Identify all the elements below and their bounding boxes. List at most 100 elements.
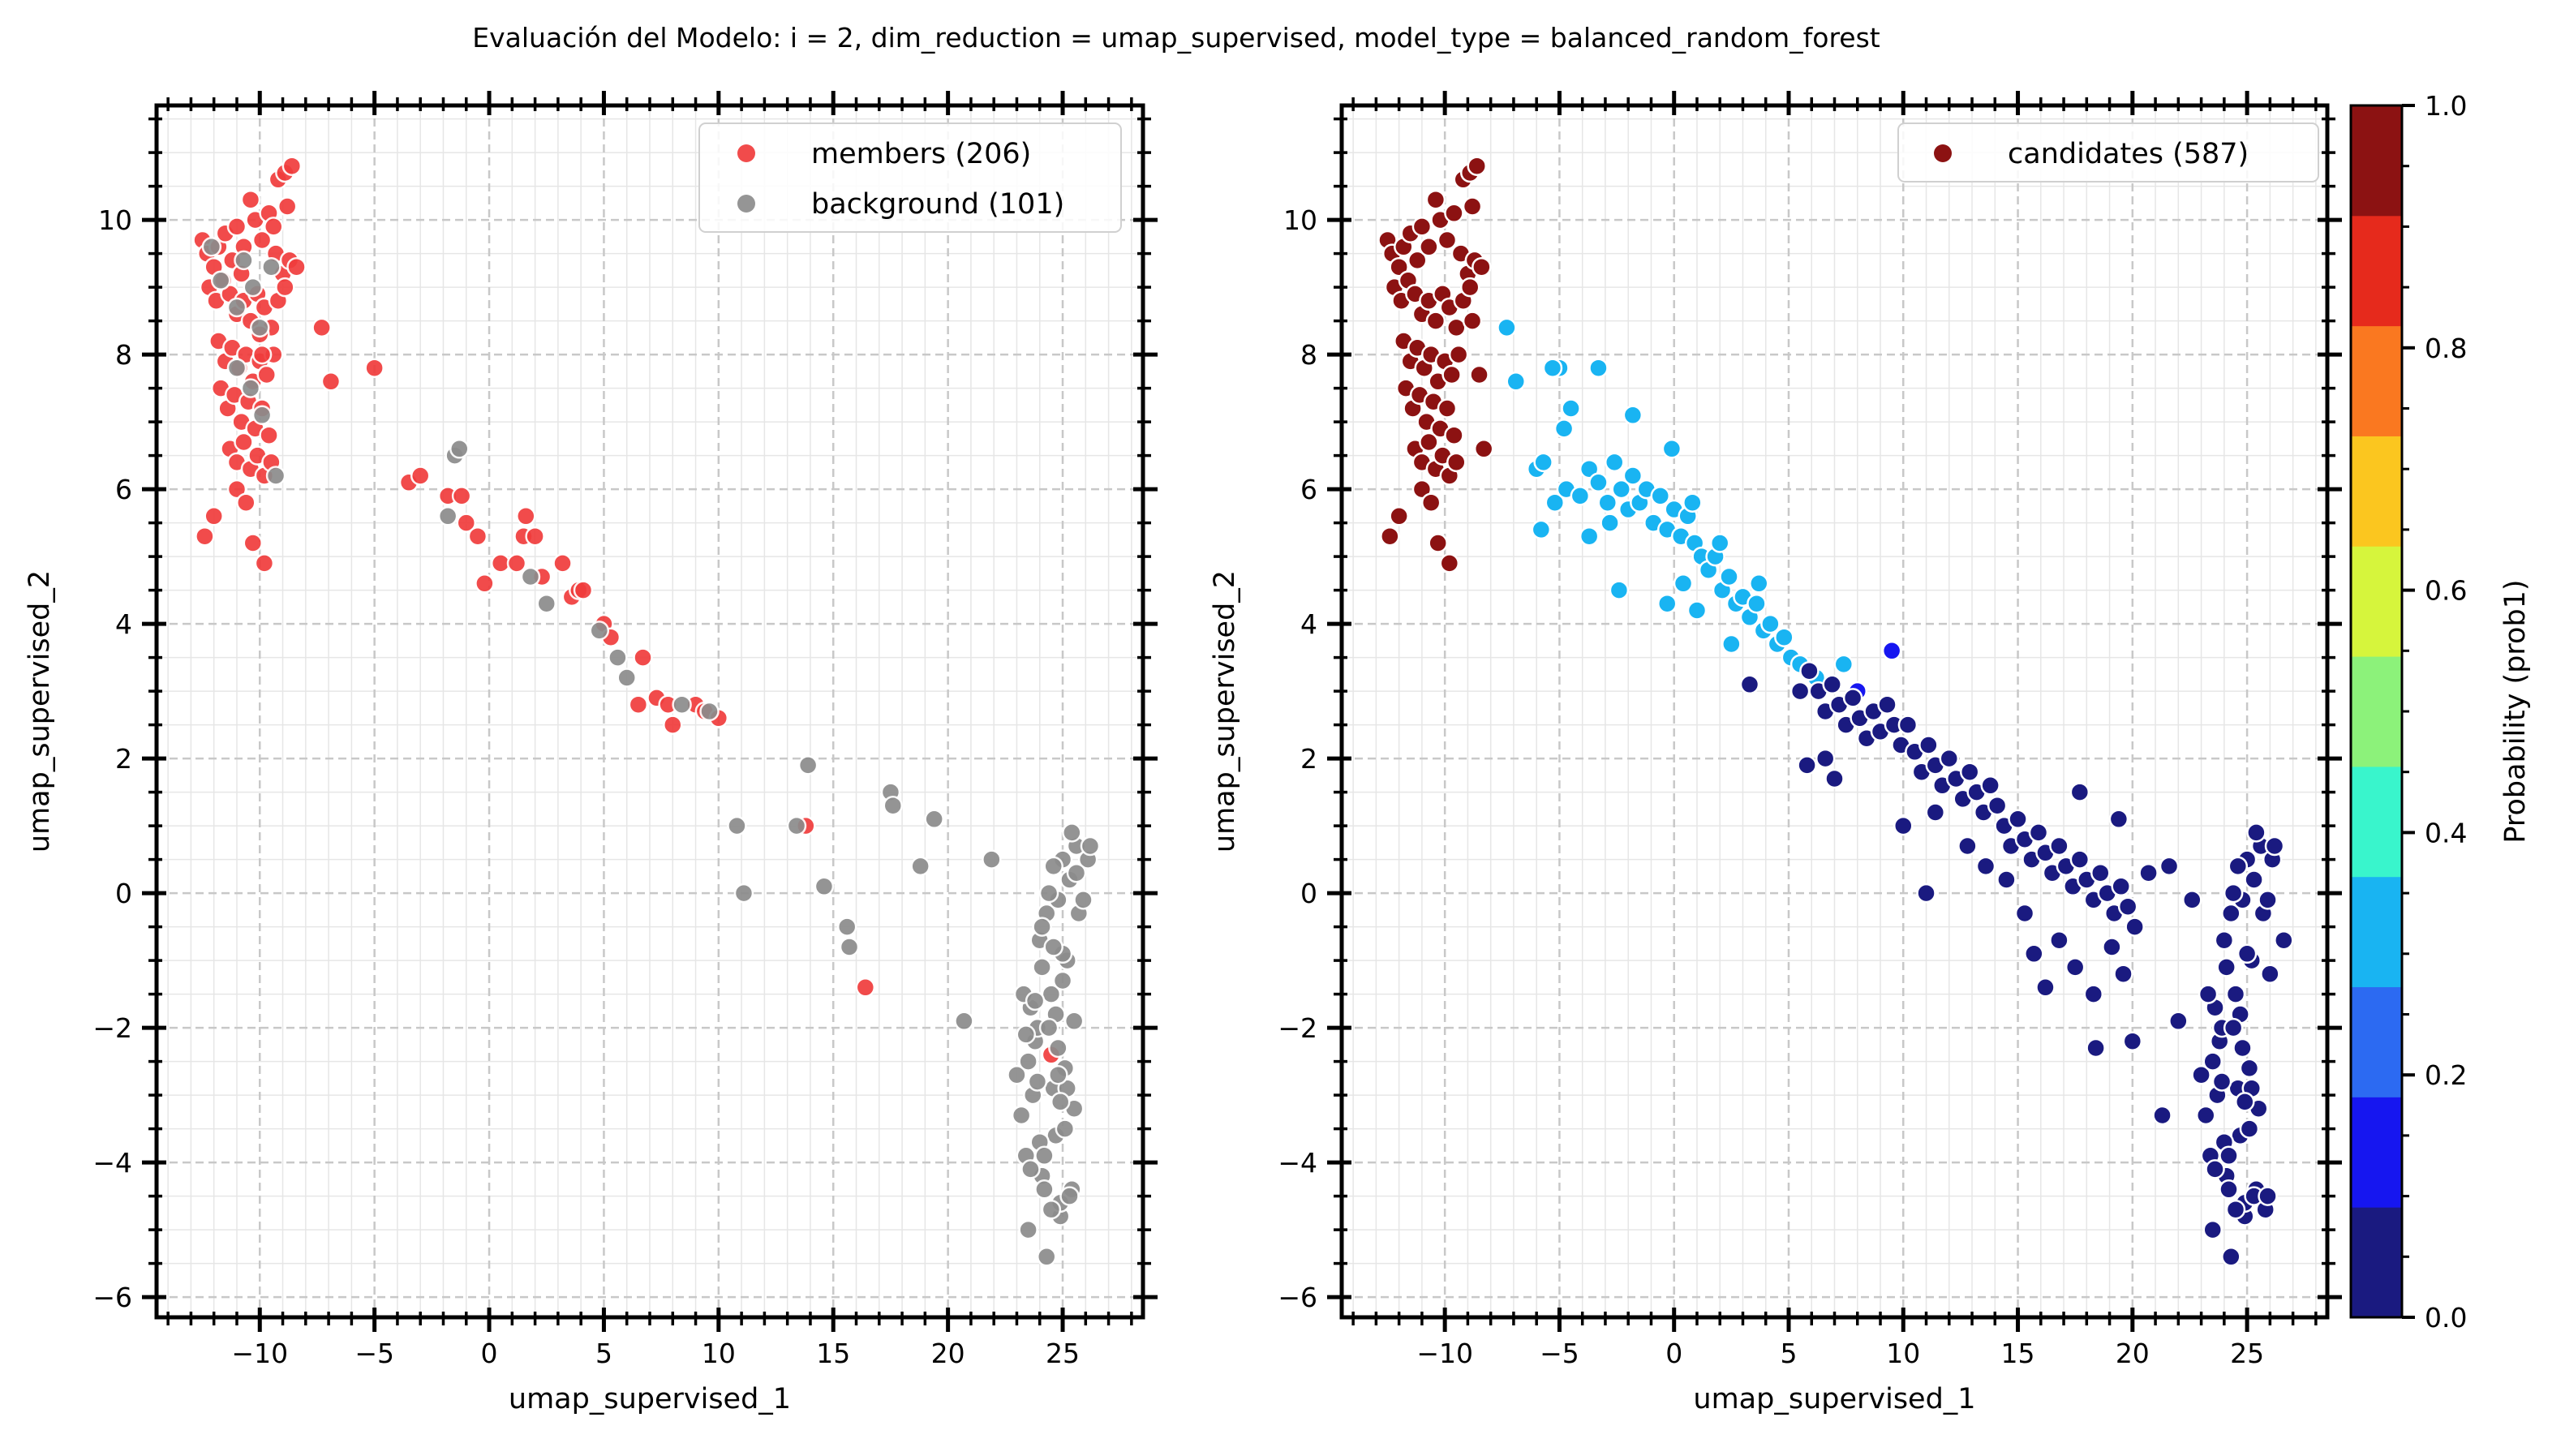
data-point <box>1441 364 1462 385</box>
legend-box <box>1897 122 2319 183</box>
data-point <box>467 526 488 547</box>
data-point <box>2152 1105 2172 1126</box>
data-point <box>2138 862 2159 883</box>
data-point <box>883 795 904 816</box>
colorbar-tick-label: 0.2 <box>2425 1059 2467 1091</box>
data-point <box>226 297 247 318</box>
y-tick-label: −2 <box>92 1012 132 1044</box>
data-point <box>855 977 876 998</box>
data-point <box>2111 876 2131 897</box>
x-tick-label: 20 <box>2116 1338 2150 1369</box>
data-point <box>2225 984 2246 1004</box>
minor-grid <box>157 105 1143 1317</box>
data-point <box>2258 890 2278 910</box>
data-point <box>516 506 536 526</box>
data-point <box>251 344 273 365</box>
data-point <box>814 876 835 897</box>
x-tick-label: −5 <box>354 1338 394 1369</box>
data-point <box>1749 573 1769 594</box>
data-point <box>1824 768 1845 789</box>
legend-label: candidates (587) <box>2008 138 2249 170</box>
data-point <box>2239 1058 2260 1079</box>
data-point <box>1542 358 1563 378</box>
x-tick-label: 15 <box>2001 1338 2035 1369</box>
x-tick-label: 15 <box>816 1338 850 1369</box>
colorbar-segment <box>2351 105 2402 217</box>
data-point <box>1815 748 1836 769</box>
data-point <box>1032 917 1052 937</box>
data-point <box>2182 890 2202 910</box>
data-point <box>2214 930 2235 951</box>
major-grid <box>157 105 1143 1317</box>
data-point <box>2064 957 2086 977</box>
data-point <box>1650 486 1671 506</box>
data-point <box>2168 1011 2189 1032</box>
data-point <box>1407 250 1428 271</box>
data-point <box>2219 1179 2239 1200</box>
data-point <box>251 230 273 251</box>
data-point <box>1996 870 2017 890</box>
data-point <box>1048 1064 1068 1085</box>
legend: candidates (587) <box>1897 122 2319 183</box>
y-tick-label: −4 <box>92 1147 132 1179</box>
data-point <box>1980 775 2000 796</box>
legend-marker <box>1934 144 1952 162</box>
data-point <box>1789 681 1811 702</box>
data-point <box>1579 458 1600 479</box>
data-points <box>192 156 1101 1267</box>
data-point <box>254 553 275 573</box>
colorbar-segment <box>2351 325 2402 436</box>
data-point <box>628 694 649 715</box>
colorbar-segment <box>2351 876 2402 988</box>
y-tick-label: 2 <box>115 743 132 775</box>
data-point <box>1682 492 1703 513</box>
data-point <box>1797 755 1817 775</box>
data-point <box>1611 479 1631 500</box>
data-point <box>2232 1037 2253 1059</box>
data-point <box>1437 230 1458 251</box>
probability-colorbar: 0.0 0.2 0.4 0.6 0.8 1.0 Probability (prob1) <box>2349 90 2532 1334</box>
data-point <box>552 553 573 573</box>
data-point <box>2264 835 2285 857</box>
data-point <box>1062 822 1082 843</box>
data-point <box>2202 1219 2223 1240</box>
data-point <box>1656 593 1678 614</box>
data-point <box>1027 1072 1048 1092</box>
x-tick-label: −5 <box>1540 1338 1579 1369</box>
data-point <box>449 439 470 459</box>
data-point <box>1533 452 1553 473</box>
data-point <box>2221 1247 2241 1267</box>
data-point <box>2024 943 2044 964</box>
data-point <box>1034 1145 1055 1166</box>
data-point <box>1833 654 1854 675</box>
x-tick-label: 0 <box>1665 1338 1682 1369</box>
data-point <box>1462 311 1483 331</box>
data-point <box>1570 486 1591 506</box>
data-point <box>240 189 261 210</box>
data-point <box>1939 748 1960 769</box>
data-point <box>1881 641 1902 661</box>
x-tick-label: −10 <box>1416 1338 1473 1369</box>
data-point <box>240 378 261 398</box>
data-point <box>1444 425 1464 445</box>
data-point <box>475 573 495 594</box>
data-point <box>1497 317 1517 338</box>
data-point <box>1721 634 1742 655</box>
data-point <box>2202 1051 2223 1072</box>
data-point <box>1774 627 1794 647</box>
data-point <box>1050 1092 1071 1112</box>
data-point <box>1561 398 1581 419</box>
data-point <box>839 937 860 957</box>
data-point <box>1459 277 1480 298</box>
data-point <box>2159 856 2180 877</box>
data-point <box>1063 1011 1085 1032</box>
data-point <box>456 513 477 533</box>
y-tick-label: −6 <box>1278 1282 1317 1313</box>
data-point <box>836 917 857 937</box>
colorbar-segment <box>2351 546 2402 657</box>
x-tick-label: 10 <box>702 1338 736 1369</box>
colorbar-segment <box>2351 215 2402 327</box>
colorbar-tick-label: 0.6 <box>2425 575 2467 607</box>
data-point <box>1043 937 1063 957</box>
figure-title: Evaluación del Modelo: i = 2, dim_reduct… <box>472 22 1880 54</box>
